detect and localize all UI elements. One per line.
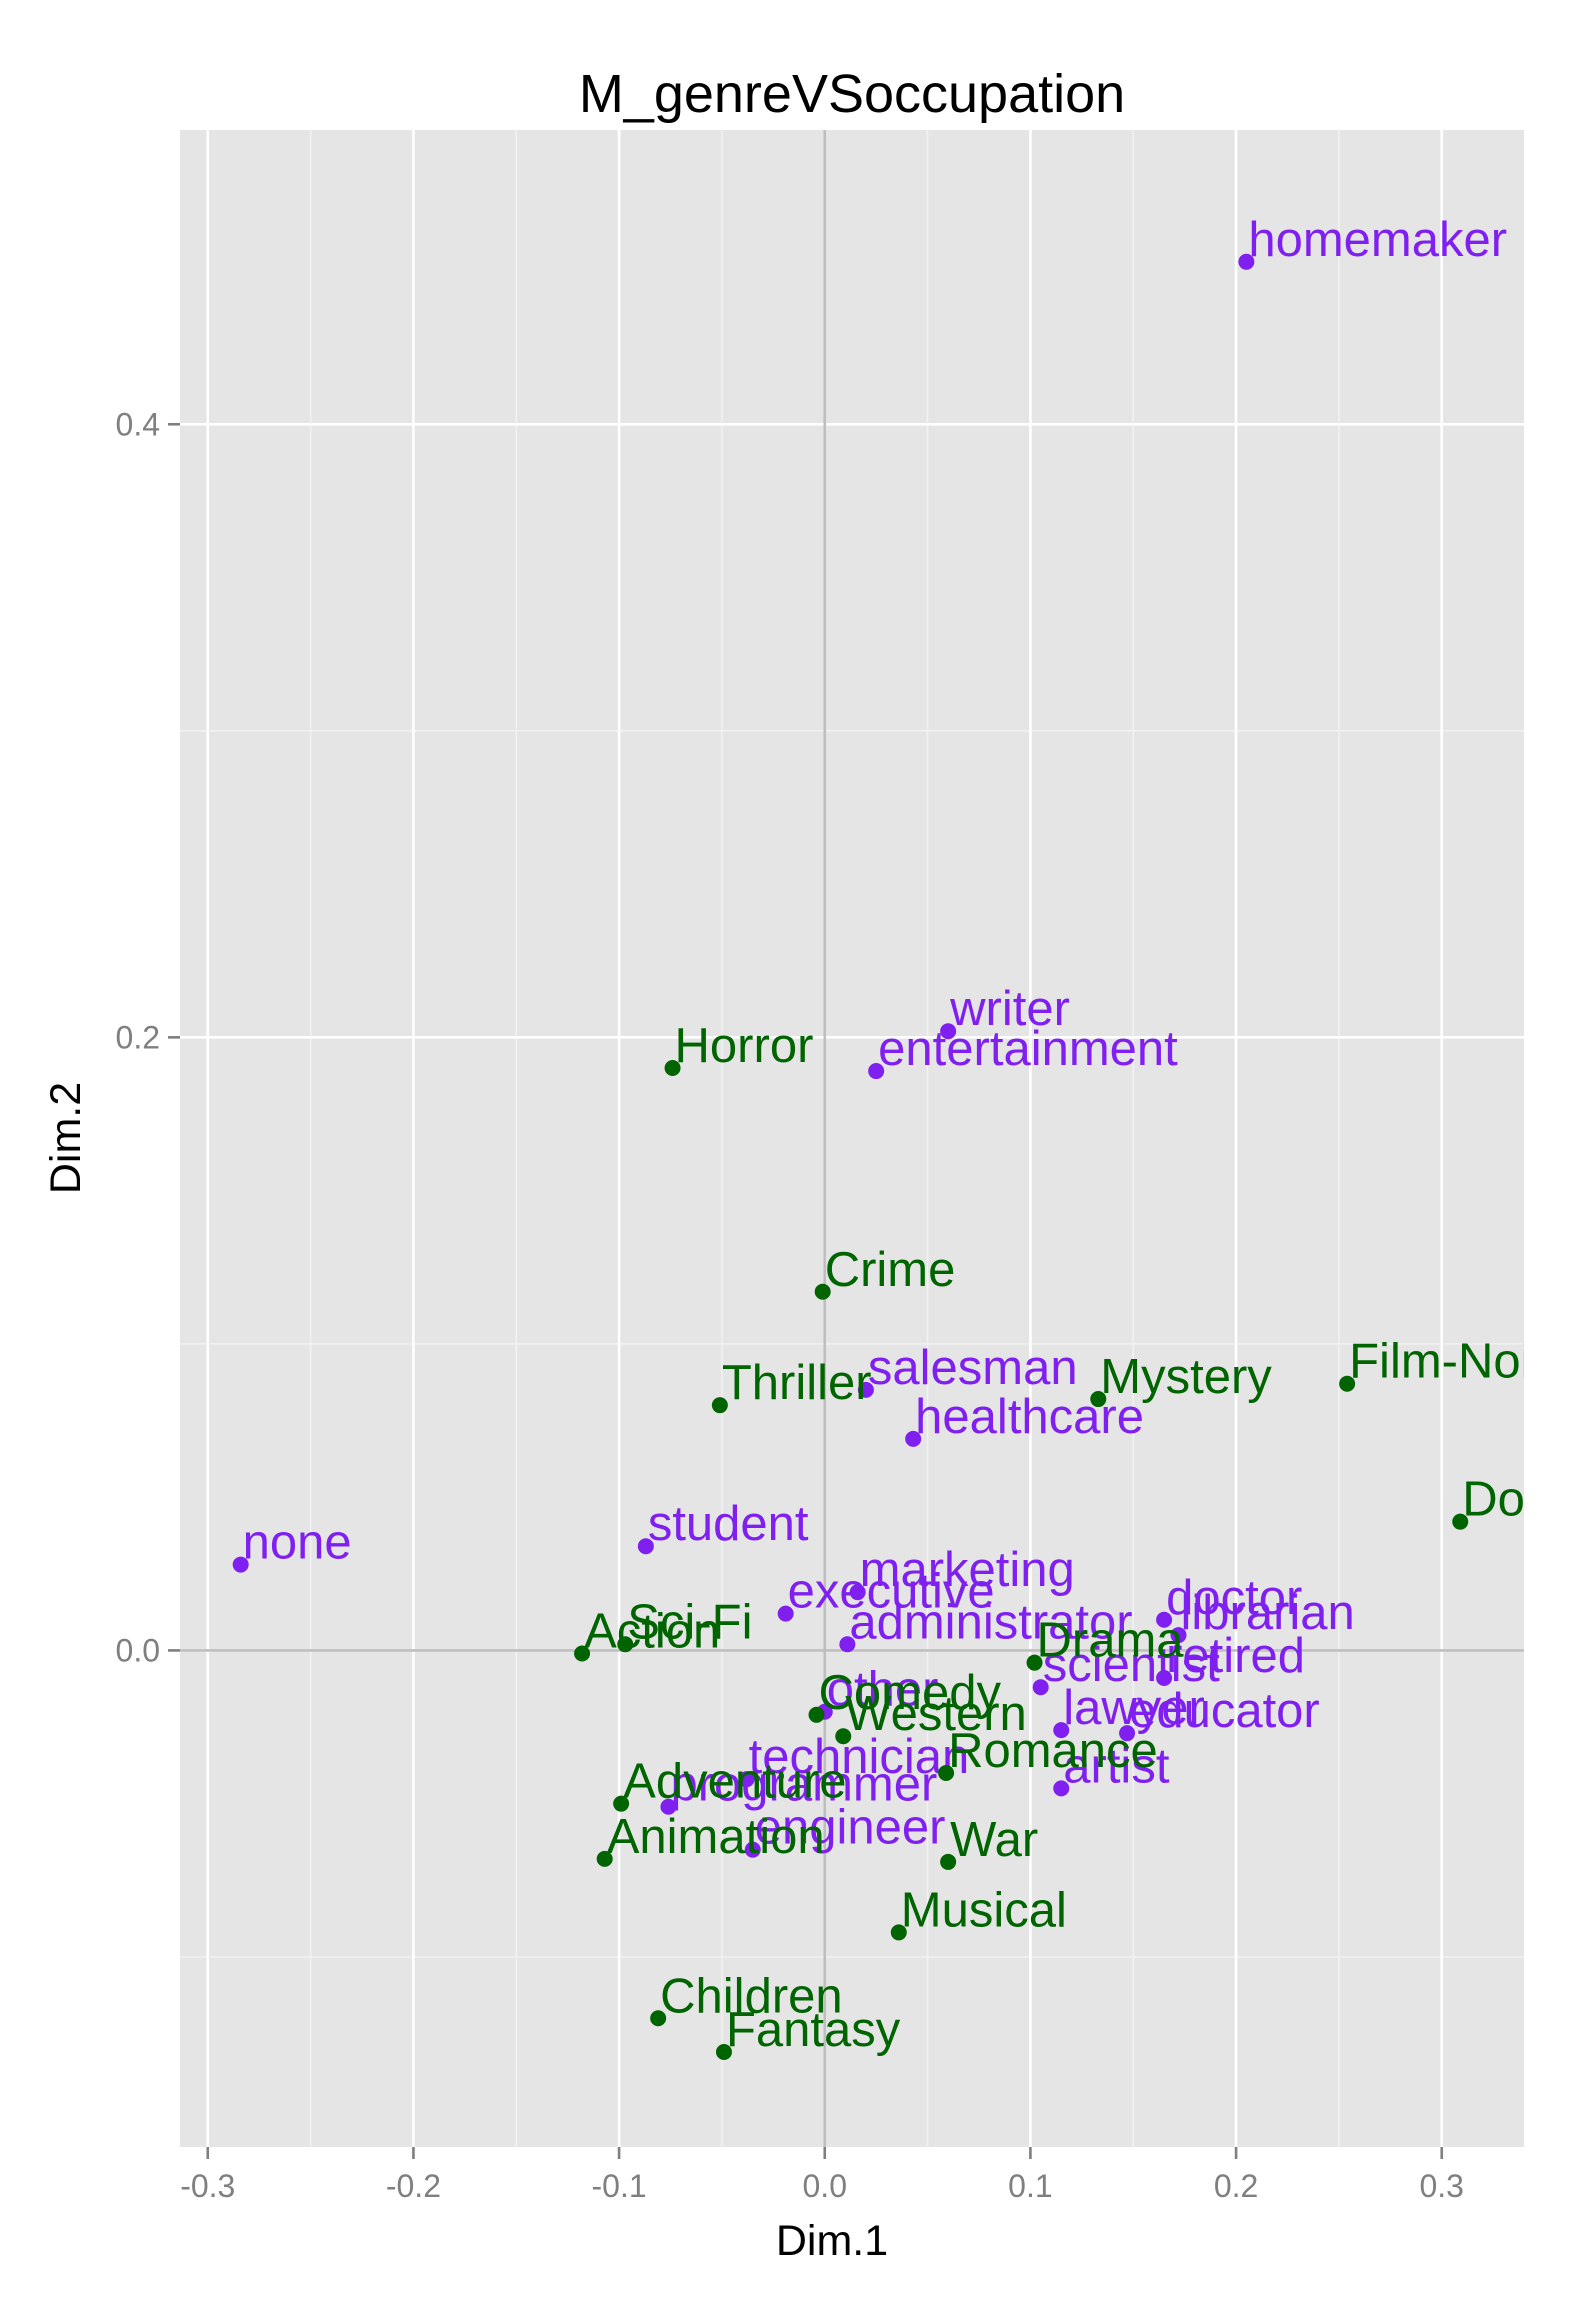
data-point	[857, 1381, 874, 1398]
data-label: writer	[949, 982, 1070, 1036]
data-point	[1238, 253, 1255, 270]
data-label: librarian	[1180, 1586, 1354, 1640]
data-label: Animation	[607, 1810, 825, 1864]
data-point	[738, 1771, 755, 1788]
x-axis-title: Dim.1	[776, 2217, 888, 2265]
data-point	[711, 1397, 728, 1414]
y-axis-title: Dim.2	[42, 1082, 90, 1194]
data-point	[940, 1023, 957, 1040]
data-point	[1053, 1780, 1070, 1797]
x-tick-label: -0.1	[592, 2168, 647, 2204]
panel-background	[180, 130, 1524, 2147]
data-point	[1090, 1391, 1107, 1408]
data-label: educator	[1129, 1684, 1320, 1738]
data-point	[1053, 1722, 1070, 1739]
y-tick-label: 0.0	[116, 1632, 160, 1668]
data-point	[938, 1765, 955, 1782]
data-label: Mystery	[1100, 1350, 1272, 1404]
data-label: Adventure	[623, 1755, 846, 1809]
data-point	[1032, 1679, 1049, 1696]
data-point	[890, 1924, 907, 1941]
x-tick-label: 0.3	[1419, 2168, 1463, 2204]
data-label: engineer	[755, 1801, 946, 1855]
major-gridlines	[180, 130, 1524, 2147]
data-label: Sci-Fi	[627, 1595, 752, 1649]
data-point	[664, 1059, 681, 1076]
data-point	[1156, 1670, 1173, 1687]
data-point	[835, 1728, 852, 1745]
data-label: lawyer	[1063, 1681, 1205, 1735]
data-point	[905, 1430, 922, 1447]
data-label: doctor	[1166, 1571, 1302, 1625]
chart-title: M_genreVSoccupation	[579, 64, 1125, 124]
data-label: Film-Noir	[1349, 1335, 1548, 1389]
data-label: Horror	[675, 1019, 814, 1073]
data-point	[777, 1605, 794, 1622]
data-point	[596, 1850, 613, 1867]
data-label: executive	[788, 1565, 995, 1619]
data-label: Romance	[948, 1724, 1158, 1778]
data-point	[814, 1283, 831, 1300]
x-tick-label: -0.3	[180, 2168, 235, 2204]
data-point	[1026, 1654, 1043, 1671]
x-tick-label: 0.0	[803, 2168, 847, 2204]
data-point	[660, 1798, 677, 1815]
data-label: scientist	[1043, 1638, 1220, 1692]
x-tick-label: -0.2	[386, 2168, 441, 2204]
x-tick-label: 0.1	[1008, 2168, 1052, 2204]
data-point	[1119, 1725, 1136, 1742]
data-label: Crime	[825, 1243, 956, 1297]
data-label: salesman	[868, 1341, 1078, 1395]
data-label: technician	[749, 1730, 970, 1784]
data-point	[1339, 1375, 1356, 1392]
data-label: marketing	[860, 1543, 1075, 1597]
data-point	[744, 1841, 761, 1858]
data-label: Thriller	[722, 1356, 872, 1410]
data-label: student	[648, 1497, 809, 1551]
data-point	[637, 1538, 654, 1555]
data-label: Children	[660, 1969, 842, 2023]
data-point	[839, 1636, 856, 1653]
data-label: programmer	[670, 1758, 937, 1812]
data-label: Drama	[1037, 1614, 1185, 1668]
data-point	[1156, 1611, 1173, 1628]
data-label: homemaker	[1248, 213, 1507, 267]
data-label: Documentary	[1462, 1473, 1587, 1527]
data-point	[808, 1706, 825, 1723]
data-label: Comedy	[819, 1666, 1002, 1720]
data-point	[715, 2043, 732, 2060]
data-label: Musical	[901, 1883, 1067, 1937]
plot-marks: homemakerwriterentertainmentsalesmanheal…	[232, 213, 1587, 2060]
data-point	[1170, 1627, 1187, 1644]
series-group: Horror Crime Thriller Mystery Film-Noir Docum…	[574, 1019, 1587, 2060]
data-label: entertainment	[878, 1022, 1178, 1076]
data-point	[849, 1584, 866, 1601]
data-label: Fantasy	[726, 2003, 901, 2057]
x-tick-label: 0.2	[1214, 2168, 1258, 2204]
data-label: retired	[1166, 1629, 1305, 1683]
axes: -0.3 -0.2 -0.1 0.0 0.1 0.2 0.3 0.0 0.2 0.4	[116, 406, 1464, 2204]
data-label: Action	[584, 1604, 720, 1658]
data-point	[1452, 1513, 1469, 1530]
data-label: none	[243, 1516, 352, 1570]
data-label: artist	[1063, 1739, 1170, 1793]
data-point	[613, 1795, 630, 1812]
series-group: homemakerwriterentertainmentsalesmanheal…	[232, 213, 1507, 1858]
data-point	[650, 2010, 667, 2027]
data-label: other	[827, 1663, 939, 1717]
data-point	[232, 1556, 249, 1573]
data-point	[574, 1645, 591, 1662]
data-label: administrator	[849, 1595, 1132, 1649]
data-point	[868, 1063, 885, 1080]
data-point	[940, 1853, 957, 1870]
data-label: War	[950, 1813, 1038, 1867]
data-label: Western	[845, 1687, 1027, 1741]
minor-gridlines	[180, 130, 1524, 2147]
y-tick-label: 0.2	[116, 1019, 160, 1055]
data-point	[617, 1636, 634, 1653]
y-tick-label: 0.4	[116, 406, 160, 442]
